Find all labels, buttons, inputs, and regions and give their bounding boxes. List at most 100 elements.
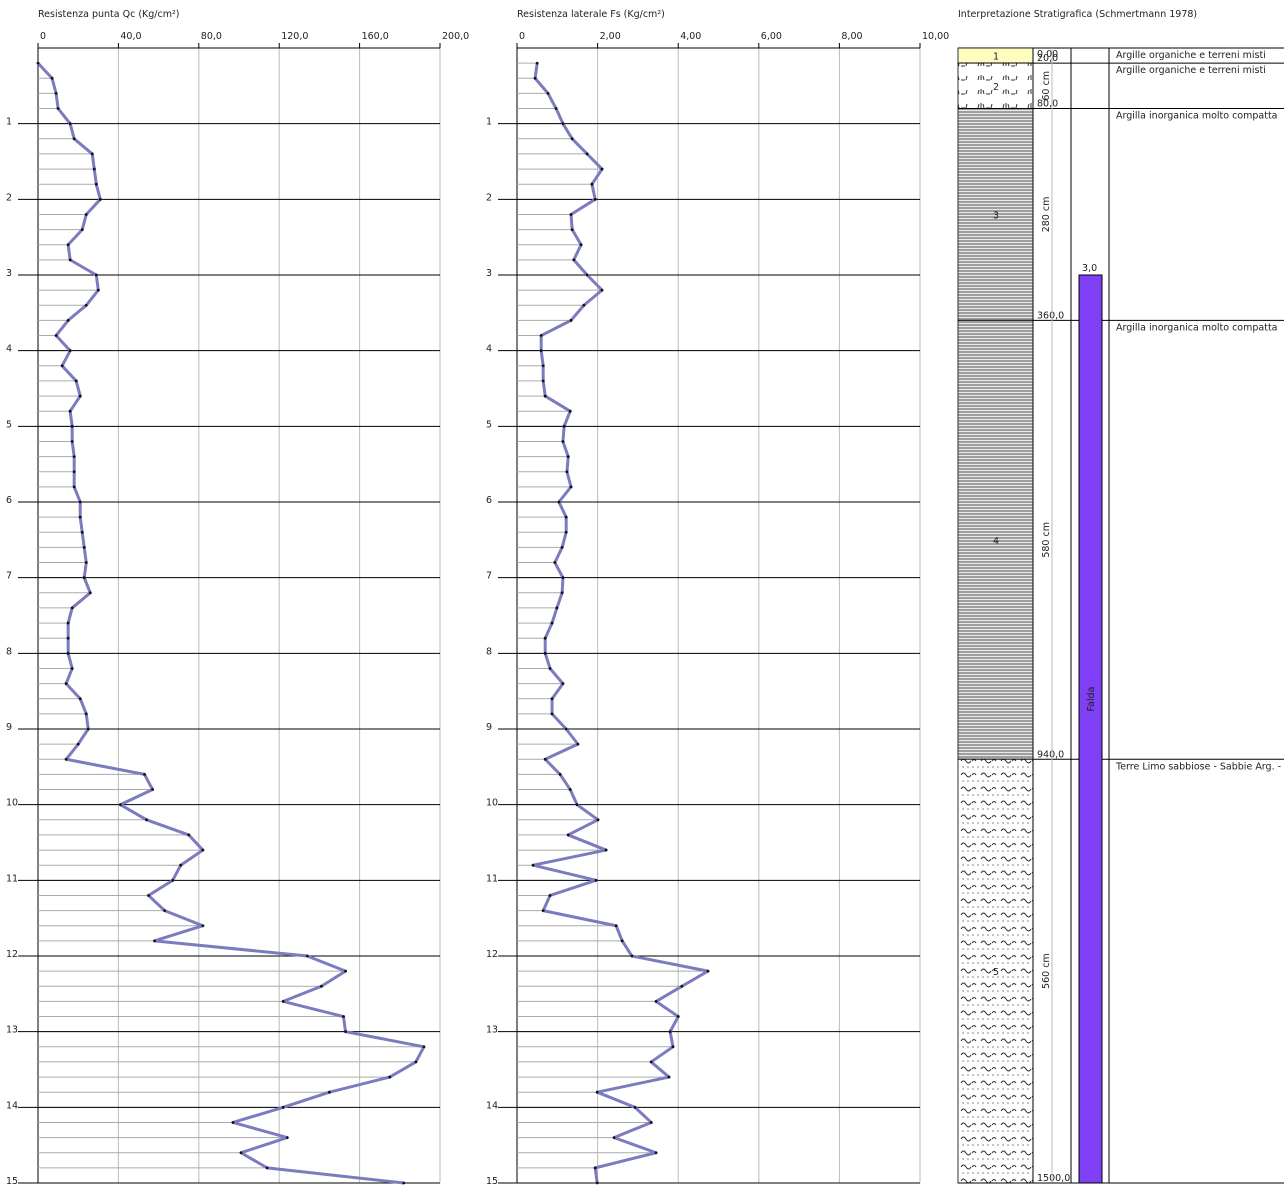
data-point — [579, 243, 583, 247]
layer-id: 3 — [993, 210, 999, 221]
data-point — [201, 848, 205, 852]
chart-title: Resistenza laterale Fs (Kg/cm²) — [517, 9, 665, 20]
data-point — [612, 1136, 616, 1139]
data-point — [543, 651, 547, 655]
data-point — [566, 455, 570, 458]
data-point — [151, 788, 154, 791]
data-point — [548, 667, 552, 670]
data-point — [72, 455, 76, 458]
thickness-label: 580 cm — [1041, 522, 1052, 558]
data-point — [70, 667, 74, 670]
y-tick-label: 9 — [486, 722, 492, 733]
data-point — [36, 61, 40, 65]
data-point — [305, 954, 309, 958]
y-tick-label: 2 — [6, 192, 12, 203]
data-point — [90, 152, 94, 156]
data-point — [72, 137, 76, 141]
data-point — [72, 470, 76, 474]
data-point — [68, 258, 72, 262]
data-point — [76, 742, 80, 746]
data-point — [555, 606, 559, 610]
data-point — [553, 561, 557, 564]
data-point — [539, 349, 543, 353]
x-tick-label: 2,00 — [600, 31, 621, 42]
water-table — [1078, 274, 1103, 1184]
data-point — [119, 803, 122, 807]
data-point — [539, 334, 543, 337]
data-point — [60, 364, 64, 368]
y-tick-label: 2 — [486, 192, 492, 203]
data-point — [554, 107, 558, 110]
data-point — [569, 213, 573, 216]
data-point — [66, 636, 70, 640]
data-point — [541, 909, 545, 912]
y-tick-label: 6 — [6, 495, 12, 506]
data-point — [82, 576, 86, 580]
y-tick-label: 1 — [486, 117, 492, 128]
y-tick-label: 7 — [486, 571, 492, 582]
data-point — [153, 939, 156, 943]
strat-title: Interpretazione Stratigrafica (Schmertma… — [958, 9, 1197, 20]
depth-label: 20,0 — [1037, 53, 1058, 64]
y-tick-label: 15 — [6, 1176, 18, 1187]
data-point — [564, 727, 568, 731]
x-tick-label: 120,0 — [281, 31, 308, 42]
data-point — [671, 1045, 675, 1049]
data-point — [543, 394, 547, 398]
water-label: Falda — [1086, 687, 1097, 712]
data-point — [630, 954, 634, 958]
data-point — [560, 546, 564, 549]
x-tick-label: 8,00 — [841, 31, 862, 42]
data-point — [533, 76, 537, 80]
data-point — [667, 1075, 671, 1079]
layer-description: Argilla inorganica molto compatta — [1116, 322, 1278, 333]
data-point — [66, 621, 70, 625]
data-point — [56, 107, 60, 110]
thickness-label: 280 cm — [1041, 197, 1052, 233]
data-point — [614, 924, 618, 928]
data-point — [604, 848, 608, 852]
layer-id: 2 — [993, 82, 999, 93]
data-point — [596, 818, 600, 822]
data-point — [84, 561, 88, 564]
y-tick-label: 8 — [486, 646, 492, 657]
layer — [957, 108, 1034, 321]
depth-label: 0,00 — [1037, 49, 1058, 60]
data-point — [344, 1030, 347, 1034]
data-point — [84, 213, 88, 216]
data-point — [548, 894, 552, 897]
data-point — [68, 122, 72, 126]
data-point — [620, 939, 624, 943]
y-tick-label: 11 — [486, 873, 498, 884]
layer-description: Argille organiche e terreni misti — [1116, 50, 1266, 61]
data-point — [593, 197, 597, 201]
data-point — [84, 712, 88, 716]
data-line — [36, 62, 426, 1185]
data-point — [66, 319, 70, 322]
data-point — [50, 76, 54, 80]
data-point — [82, 546, 86, 549]
depth-label: 1500,0 — [1037, 1173, 1070, 1184]
layer-description: Argille organiche e terreni misti — [1116, 65, 1266, 76]
data-point — [94, 182, 98, 186]
y-tick-label: 13 — [6, 1025, 18, 1036]
data-point — [557, 500, 561, 504]
data-point — [68, 349, 72, 353]
data-point — [78, 500, 82, 504]
y-tick-label: 6 — [486, 495, 492, 506]
data-point — [676, 1015, 680, 1018]
data-point — [550, 621, 554, 625]
data-point — [179, 863, 183, 867]
layer — [957, 758, 1034, 1184]
data-point — [88, 591, 92, 595]
data-point — [568, 788, 572, 791]
data-point — [561, 682, 565, 685]
y-tick-label: 7 — [6, 571, 12, 582]
data-point — [66, 651, 70, 655]
thickness-label: 560 cm — [1041, 953, 1052, 989]
data-point — [561, 122, 565, 126]
chart-title: Resistenza punta Qc (Kg/cm²) — [38, 9, 180, 20]
thickness-label: 60 cm — [1041, 71, 1052, 101]
data-point — [72, 485, 76, 489]
data-point — [585, 152, 589, 156]
